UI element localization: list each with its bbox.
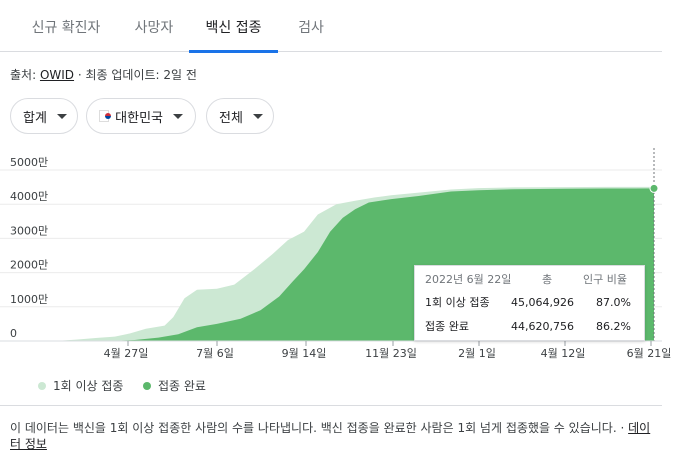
source-line: 출처: OWID · 최종 업데이트: 2일 전 (10, 66, 197, 83)
data-note: 이 데이터는 백신을 1회 이상 접종한 사람의 수를 나타냅니다. 백신 접종… (10, 420, 660, 452)
tooltip-col-total: 총 (542, 273, 553, 286)
tooltip-row-label: 1회 이상 접종 (425, 296, 490, 309)
active-tab-indicator (189, 50, 278, 53)
x-tick-label: 4월 27일 (104, 346, 149, 360)
note-text: 이 데이터는 백신을 1회 이상 접종한 사람의 수를 나타냅니다. 백신 접종… (10, 421, 617, 435)
y-tick-label: 5000만 (10, 156, 48, 169)
x-tick-label: 4월 12일 (541, 346, 586, 360)
tooltip-col-ratio: 인구 비율 (583, 273, 627, 286)
region-dropdown[interactable]: 대한민국 (86, 98, 196, 134)
legend-item-fully[interactable]: 접종 완료 (143, 377, 206, 394)
tooltip-header: 2022년 6월 22일 총 인구 비율 (415, 270, 644, 290)
type-dropdown-label: 합계 (23, 110, 47, 126)
y-tick-label: 0 (10, 327, 17, 340)
chevron-down-icon (252, 113, 263, 119)
tooltip-date: 2022년 6월 22일 (425, 273, 512, 286)
tooltip-row: 접종 완료 44,620,756 86.2% (415, 317, 644, 337)
range-dropdown[interactable]: 전체 (206, 98, 274, 134)
tooltip-row-ratio: 86.2% (596, 320, 631, 333)
data-info-link[interactable]: 데이터 정보 (10, 421, 651, 451)
tooltip-row-total: 45,064,926 (511, 296, 574, 309)
source-link[interactable]: OWID (39, 68, 75, 82)
y-tick-label: 1000만 (10, 293, 48, 306)
x-tick-label: 2월 1일 (458, 346, 496, 360)
y-tick-label: 3000만 (10, 224, 48, 237)
divider (0, 405, 662, 406)
x-tick-label: 6월 21일 (627, 346, 672, 360)
range-dropdown-label: 전체 (219, 110, 243, 126)
korea-flag-icon (99, 110, 112, 122)
hover-point (649, 183, 659, 193)
chart-tooltip: 2022년 6월 22일 총 인구 비율 1회 이상 접종 45,064,926… (414, 265, 645, 341)
legend-swatch-icon (38, 381, 46, 390)
legend-label: 접종 완료 (158, 379, 206, 393)
source-prefix: 출처: (10, 68, 40, 82)
tooltip-row-label: 접종 완료 (425, 320, 469, 333)
chevron-down-icon (56, 113, 67, 119)
type-dropdown[interactable]: 합계 (10, 98, 78, 134)
legend-label: 1회 이상 접종 (53, 379, 124, 393)
region-dropdown-label: 대한민국 (115, 110, 163, 126)
last-updated: · 최종 업데이트: 2일 전 (74, 68, 197, 82)
tab-tests[interactable]: 검사 (298, 20, 324, 36)
legend-item-at-least-one[interactable]: 1회 이상 접종 (38, 377, 123, 394)
tab-new-cases[interactable]: 신규 확진자 (31, 20, 101, 36)
tab-deaths[interactable]: 사망자 (134, 20, 174, 36)
x-tick-label: 9월 14일 (282, 346, 327, 360)
legend-swatch-icon (143, 381, 151, 390)
tab-bar: 신규 확진자 사망자 백신 접종 검사 (0, 0, 662, 53)
x-tick-label: 11월 23일 (365, 346, 417, 360)
y-axis-ticks: 0 1000만 2000만 3000만 4000만 5000만 (10, 156, 48, 340)
y-tick-label: 4000만 (10, 190, 48, 203)
note-separator: · (620, 421, 625, 435)
x-axis-ticks: 4월 27일 7월 6일 9월 14일 11월 23일 2월 1일 4월 12일 6월 21… (104, 341, 672, 360)
tooltip-row-ratio: 87.0% (596, 296, 631, 309)
tab-vaccination-label: 백신 접종 (205, 20, 262, 36)
tab-vaccination[interactable]: 백신 접종 (189, 0, 278, 53)
y-tick-label: 2000만 (10, 259, 48, 272)
tooltip-row-total: 44,620,756 (511, 320, 574, 333)
tooltip-row: 1회 이상 접종 45,064,926 87.0% (415, 293, 644, 313)
x-tick-label: 7월 6일 (196, 346, 234, 360)
chevron-down-icon (173, 113, 183, 119)
